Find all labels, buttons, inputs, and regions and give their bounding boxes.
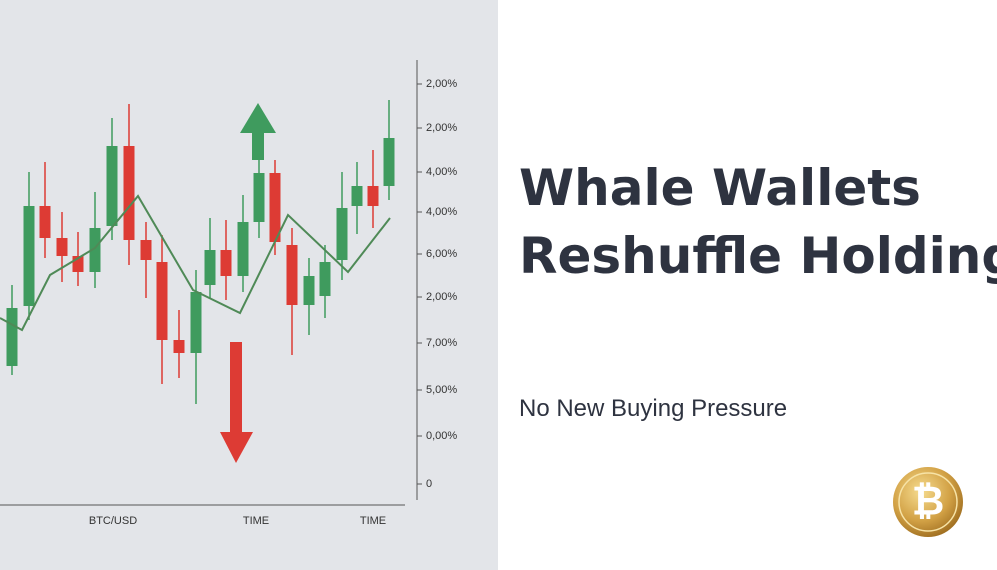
candle-body: [204, 250, 216, 285]
candle-body: [286, 245, 298, 305]
candle-body: [106, 146, 118, 226]
candle-body: [39, 206, 51, 238]
candle-body: [56, 238, 68, 256]
candle-body: [140, 240, 152, 260]
candle-body: [303, 276, 315, 305]
candle-body: [319, 262, 331, 296]
candle-body: [367, 186, 379, 206]
candle-body: [351, 186, 363, 206]
candle-body: [220, 250, 232, 276]
up-arrow: [240, 103, 276, 160]
headline: Reshuffle Holdings: [519, 227, 997, 285]
logo-coin: [893, 467, 963, 537]
candle-body: [173, 340, 185, 353]
y-tick-label: 7,00%: [426, 337, 457, 349]
y-tick-label: 2,00%: [426, 291, 457, 303]
candle-body: [383, 138, 395, 186]
logo-rim: [898, 472, 958, 532]
candles: [6, 100, 395, 404]
candle-body: [190, 292, 202, 353]
y-tick-label: 0: [426, 478, 432, 490]
candle-body: [72, 256, 84, 272]
subheadline: No New Buying Pressure: [519, 395, 787, 422]
candle-body: [23, 206, 35, 306]
y-tick-label: 4,00%: [426, 206, 457, 218]
candle-body: [6, 308, 18, 366]
trend-line: [0, 194, 391, 332]
y-tick-label: 0,00%: [426, 430, 457, 442]
candle-body: [89, 228, 101, 272]
candle-body: [253, 173, 265, 222]
y-tick-label: 2,00%: [426, 122, 457, 134]
candle-body: [336, 208, 348, 260]
y-tick-label: 4,00%: [426, 166, 457, 178]
x-label: TIME: [243, 515, 269, 527]
y-tick-label: 6,00%: [426, 248, 457, 260]
logo-symbol: ₿: [912, 480, 945, 524]
x-label: BTC/USD: [89, 515, 137, 527]
y-tick-label: 2,00%: [426, 78, 457, 90]
headline: Whale Wallets: [519, 159, 921, 217]
down-arrow: [220, 342, 253, 463]
chart-panel: [0, 0, 498, 570]
x-label: TIME: [360, 515, 386, 527]
candle-body: [123, 146, 135, 240]
candle-body: [156, 262, 168, 340]
y-tick-label: 5,00%: [426, 384, 457, 396]
candle-body: [269, 173, 281, 242]
candle-body: [237, 222, 249, 276]
